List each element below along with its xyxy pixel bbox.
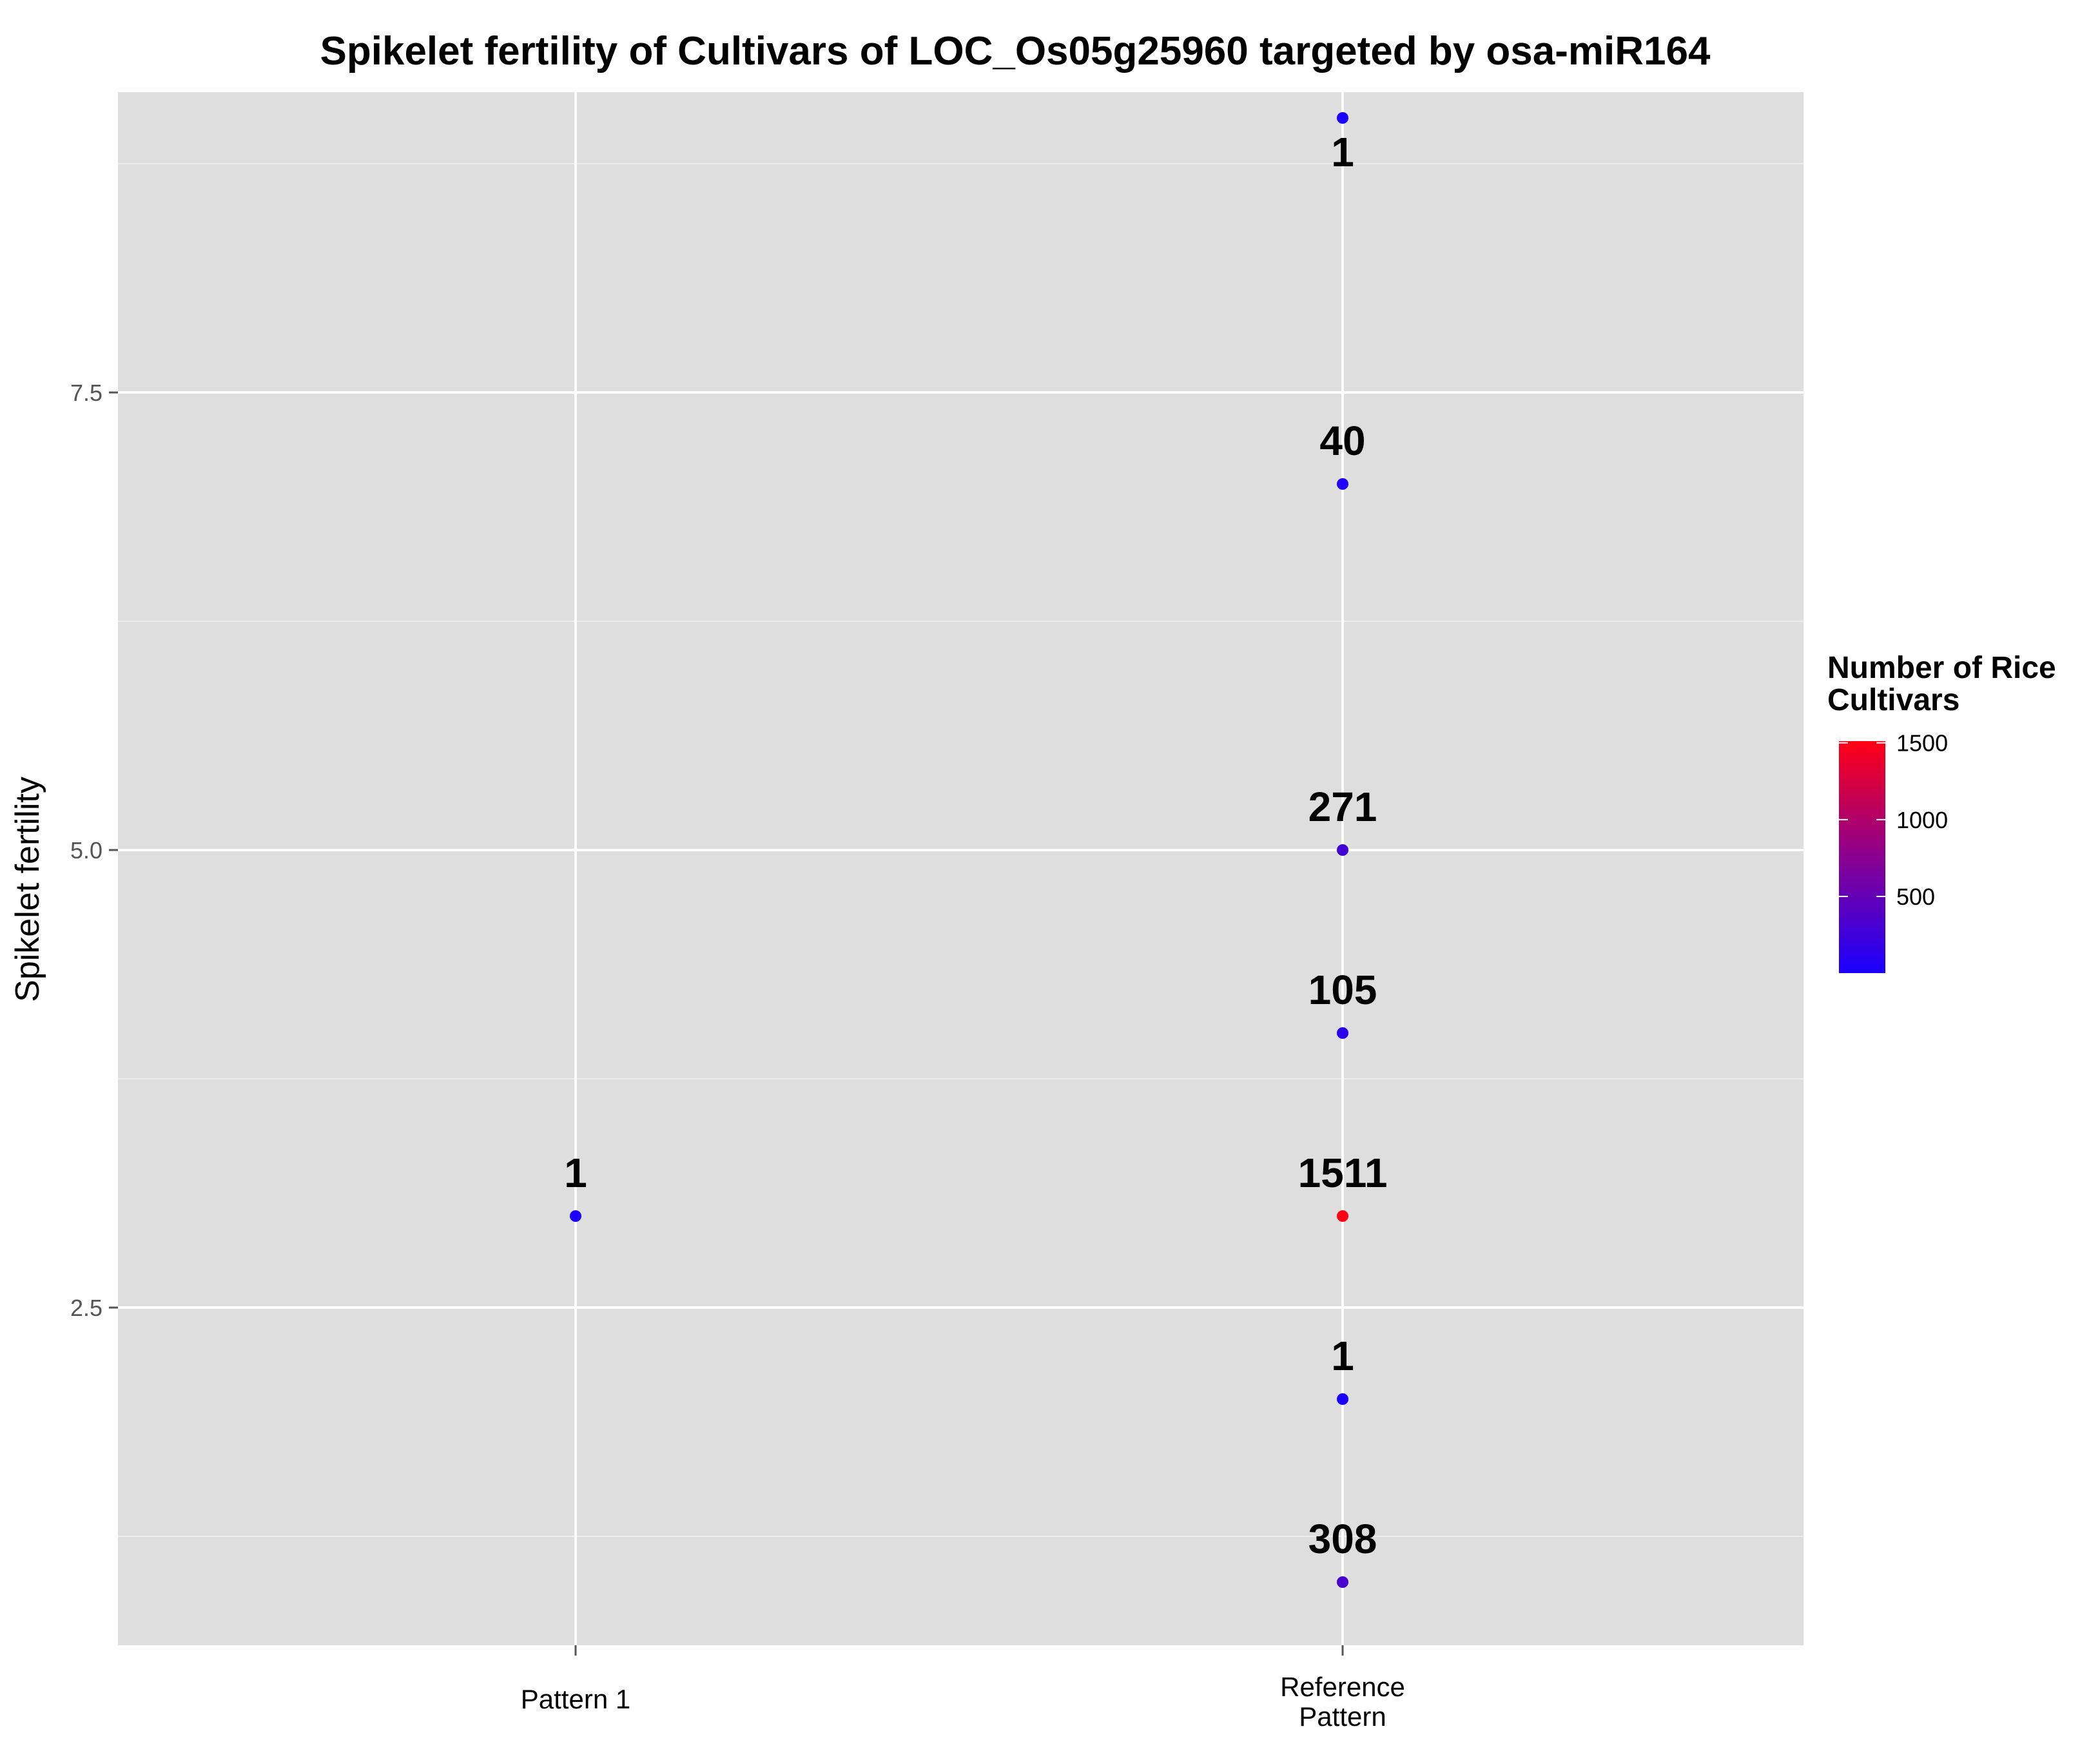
legend-color-bar: [1839, 741, 1885, 973]
y-axis-title: Spikelet fertility: [9, 777, 46, 1002]
legend-tick-label: 500: [1896, 884, 1935, 910]
data-point: [1337, 1210, 1348, 1222]
data-points: [570, 112, 1348, 1588]
grid-lines: [118, 92, 1803, 1645]
data-label: 308: [1308, 1516, 1377, 1562]
data-point: [1337, 1027, 1348, 1039]
data-label: 271: [1308, 784, 1377, 830]
legend-title: Number of Rice Cultivars: [1827, 651, 2056, 717]
legend-ticks: 500 1000 1500: [1839, 730, 1948, 910]
data-label: 1: [564, 1150, 587, 1196]
data-label: 105: [1308, 967, 1377, 1013]
data-label: 40: [1319, 418, 1365, 464]
x-tick-label: Pattern 1: [521, 1684, 630, 1714]
data-point: [1337, 844, 1348, 856]
legend-tick-label: 1500: [1896, 730, 1948, 757]
y-tick-label: 7.5: [70, 380, 102, 406]
plot-panel: [118, 92, 1803, 1645]
axes: 2.5 5.0 7.5 Pattern 1 Reference Pattern: [70, 380, 1405, 1732]
data-label: 1: [1331, 1333, 1354, 1379]
data-point: [1337, 478, 1348, 490]
chart-title: Spikelet fertility of Cultivars of LOC_O…: [320, 29, 1711, 73]
data-labels: 1 1 40 271 105 1511 1 308: [564, 129, 1387, 1562]
data-label: 1511: [1298, 1150, 1388, 1196]
data-point: [1337, 1393, 1348, 1405]
y-tick-label: 5.0: [70, 837, 102, 864]
y-tick-label: 2.5: [70, 1295, 102, 1321]
data-point: [570, 1210, 581, 1222]
color-legend: Number of Rice Cultivars 500 1000 1500: [1827, 651, 2056, 973]
data-point: [1337, 112, 1348, 124]
data-point: [1337, 1576, 1348, 1588]
data-label: 1: [1331, 129, 1354, 175]
x-tick-label: Reference Pattern: [1280, 1672, 1405, 1732]
legend-tick-label: 1000: [1896, 807, 1948, 833]
